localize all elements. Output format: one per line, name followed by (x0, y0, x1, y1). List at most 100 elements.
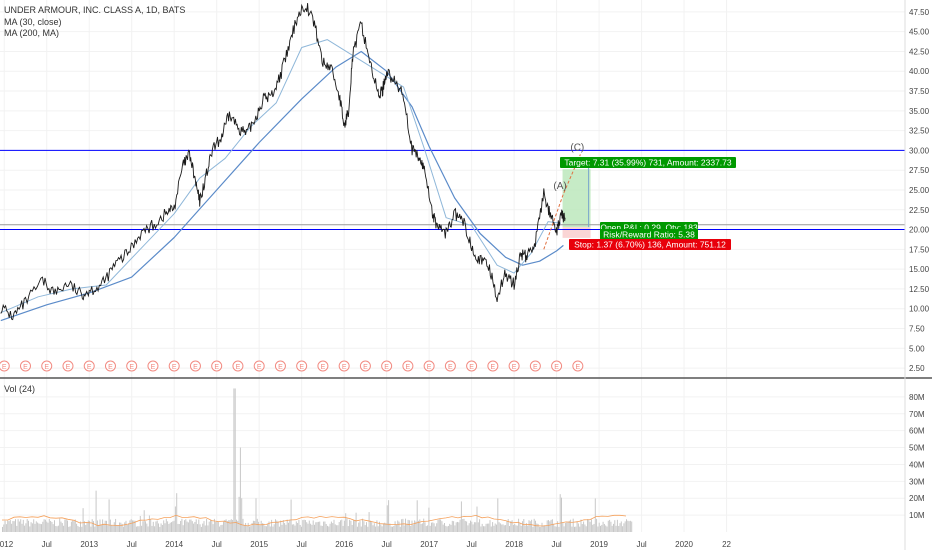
volume-bar (160, 523, 162, 532)
x-tick-label: 22 (722, 540, 731, 549)
earnings-marker-label: E (384, 364, 389, 371)
volume-bar (411, 520, 413, 532)
volume-bar (98, 524, 100, 532)
ma200-legend[interactable]: MA (200, MA) (4, 28, 60, 38)
volume-bar (111, 525, 113, 532)
volume-bar (169, 522, 171, 532)
volume-bar (497, 498, 499, 532)
volume-bar (468, 523, 470, 532)
volume-bar (197, 524, 198, 532)
volume-bar (81, 526, 83, 532)
volume-bar (385, 523, 387, 532)
volume-bar (488, 523, 490, 532)
volume-bar (428, 507, 430, 532)
volume-bar (264, 525, 266, 532)
volume-bar (76, 523, 78, 532)
volume-bar (42, 521, 44, 532)
volume-bar (293, 524, 295, 532)
volume-bar (82, 508, 84, 532)
volume-bar (143, 510, 145, 532)
volume-bar (100, 524, 102, 532)
volume-bar (581, 524, 583, 532)
x-tick-label: Jul (127, 540, 137, 549)
volume-bar (252, 520, 254, 532)
volume-bar (516, 525, 518, 532)
volume-bar (182, 525, 184, 532)
earnings-marker-circle (317, 360, 329, 372)
volume-bar (11, 523, 13, 532)
volume-bar (41, 524, 42, 532)
volume-bar (30, 522, 32, 532)
volume-bar (234, 388, 236, 532)
volume-bar (330, 521, 332, 532)
stop-label: Stop: 1.37 (6.70%) 136, Amount: 751.12 (569, 239, 731, 250)
volume-bar (155, 521, 157, 532)
volume-bar (574, 526, 575, 532)
x-tick-label: Jul (467, 540, 477, 549)
earnings-marker-circle (274, 360, 286, 372)
volume-bar (150, 519, 152, 532)
volume-bar (304, 520, 306, 532)
volume-bar (220, 525, 222, 532)
volume-bar (616, 519, 618, 532)
earnings-marker-circle (211, 360, 223, 372)
earnings-marker-circle (62, 360, 74, 372)
volume-bar (189, 519, 191, 532)
volume-bar (524, 525, 526, 532)
volume-bar (420, 524, 422, 532)
volume-bar (419, 519, 421, 532)
volume-bar (314, 524, 315, 532)
volume-bar (198, 519, 200, 532)
moving-averages (0, 39, 564, 322)
earnings-marker-label: E (44, 364, 49, 371)
volume-bar (520, 525, 522, 532)
volume-bar (17, 519, 19, 532)
price-series (0, 3, 566, 321)
earnings-marker-label: E (406, 364, 411, 371)
stop-zone-rect (562, 227, 591, 238)
volume-bar (528, 520, 530, 532)
target-label-bg (560, 157, 736, 168)
volume-bar (589, 521, 591, 532)
volume-bar (237, 520, 239, 532)
volume-tick-label: 20M (909, 494, 925, 503)
volume-bar (334, 524, 336, 532)
volume-bar (336, 525, 338, 532)
volume-bar (255, 498, 257, 532)
volume-bar (537, 523, 539, 532)
volume-bar (72, 520, 74, 532)
volume-bar (597, 526, 599, 532)
volume-bar (207, 525, 209, 532)
volume-bar (473, 522, 475, 532)
volume-bar (59, 518, 61, 532)
volume-bar (221, 524, 223, 532)
volume-legend[interactable]: Vol (24) (4, 384, 36, 394)
volume-bar (484, 526, 486, 532)
volume-bar (511, 520, 513, 532)
volume-bar (418, 520, 419, 532)
ma30-legend[interactable]: MA (30, close) (4, 17, 62, 27)
volume-bar (77, 525, 79, 532)
volume-bar (510, 521, 512, 532)
volume-bar (609, 519, 611, 532)
volume-bar (216, 521, 218, 532)
volume-bar (337, 525, 339, 532)
volume-bar (479, 519, 481, 532)
volume-bar (515, 525, 517, 532)
earnings-marker-label: E (2, 364, 7, 371)
volume-bar (408, 520, 410, 532)
earnings-marker-label: E (108, 364, 113, 371)
volume-bar (102, 519, 104, 532)
ratio-label-text: Risk/Reward Ratio: 5.38 (603, 230, 695, 240)
earnings-marker-label: E (512, 364, 517, 371)
volume-bar (213, 518, 215, 532)
volume-bar (607, 520, 609, 532)
earnings-marker-label: E (23, 364, 28, 371)
volume-bar (48, 518, 50, 532)
volume-bar (22, 519, 24, 532)
volume-bar (371, 522, 373, 532)
volume-bar (467, 525, 469, 532)
volume-bar (342, 525, 344, 532)
volume-bar (4, 520, 6, 532)
